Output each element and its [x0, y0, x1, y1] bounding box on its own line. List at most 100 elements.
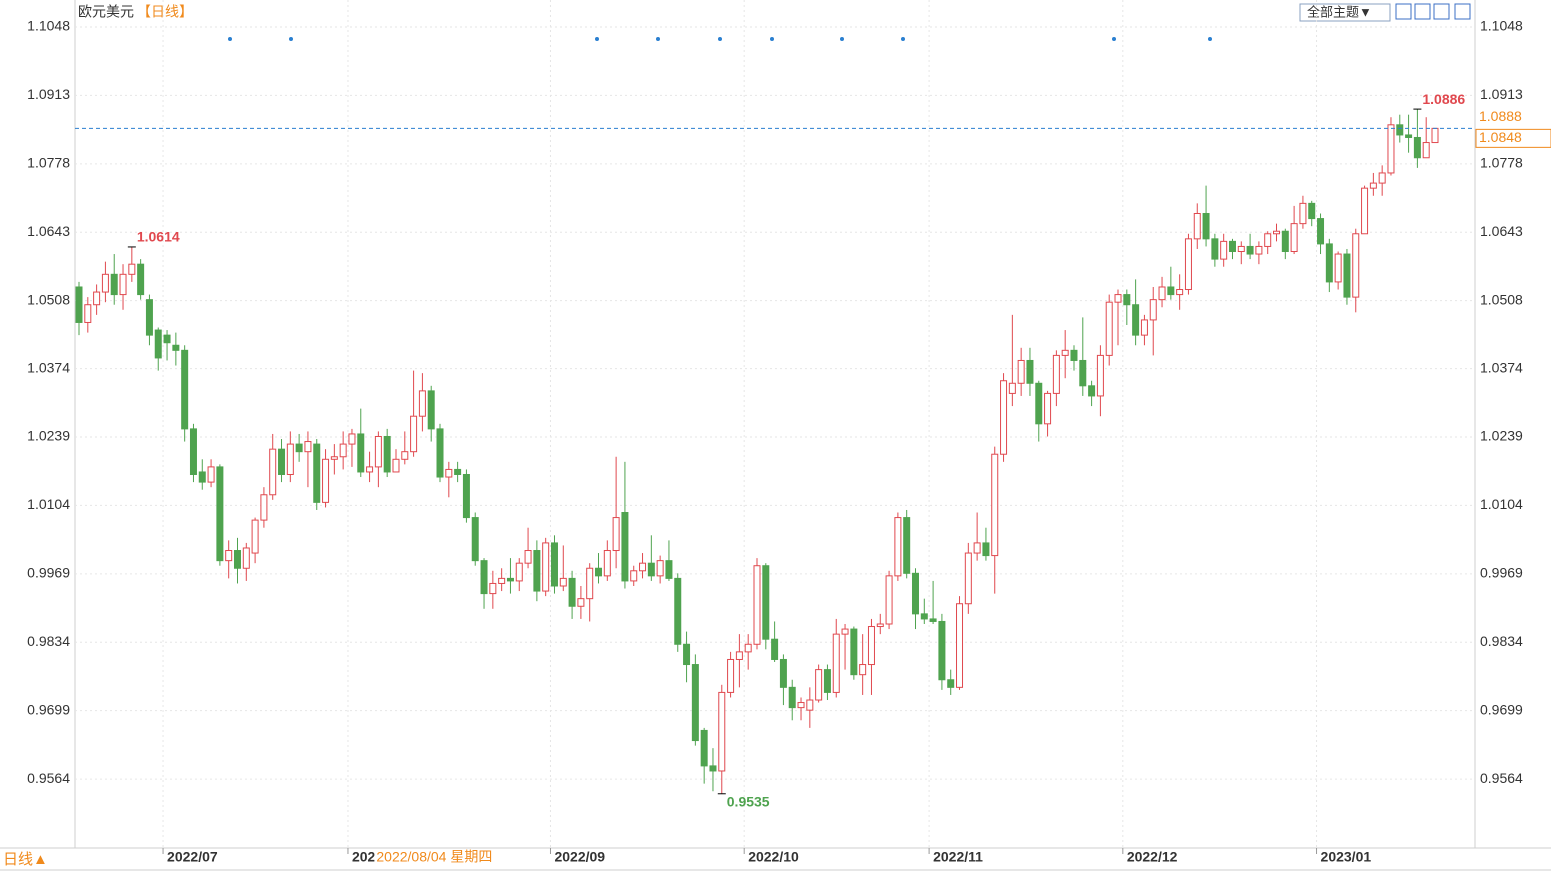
y-tick-label: 0.9699	[27, 701, 70, 717]
price-label: 1.0848	[1479, 129, 1522, 145]
y2-tick-label: 0.9834	[1480, 633, 1523, 649]
candle-body	[383, 435, 391, 473]
y2-tick-label: 1.0778	[1480, 155, 1523, 171]
y-tick-label: 0.9969	[27, 565, 70, 581]
candle-body	[366, 466, 374, 473]
candle-body	[251, 519, 259, 554]
candle-body	[1396, 124, 1404, 136]
candle-body	[489, 582, 497, 595]
x-tick-label: 2022/11	[933, 849, 983, 865]
candle-body	[1008, 382, 1016, 394]
candle-body	[903, 517, 911, 574]
candle-body	[947, 679, 955, 688]
candle-body	[154, 329, 162, 359]
candle-body	[674, 577, 682, 645]
candle-body	[1088, 385, 1096, 397]
candle-body	[797, 702, 805, 709]
y2-tick-label: 0.9969	[1480, 565, 1523, 581]
extreme-label: 1.0614	[137, 229, 180, 245]
candle-body	[1052, 354, 1060, 394]
period-label: 【日线】	[137, 4, 193, 20]
candle-body	[1026, 359, 1034, 384]
x-tick-label: 2022/09	[554, 849, 605, 865]
y2-tick-label: 1.1048	[1480, 18, 1523, 34]
candle-body	[207, 466, 215, 483]
candle-body	[630, 570, 638, 582]
candle-body	[1317, 218, 1325, 245]
candle-body	[304, 441, 312, 453]
candle-body	[1149, 299, 1157, 321]
candle-body	[559, 577, 567, 587]
candle-body	[885, 575, 893, 625]
candle-body	[542, 542, 550, 592]
candle-body	[603, 550, 611, 577]
candle-body	[762, 565, 770, 640]
candle-body	[1405, 134, 1413, 138]
toolbar-icons[interactable]	[1395, 3, 1471, 20]
candle-body	[1334, 253, 1342, 283]
candle-body	[788, 686, 796, 709]
candle-body	[1299, 202, 1307, 225]
candle-body	[956, 603, 964, 688]
candle-body	[445, 468, 453, 478]
candle-body	[1273, 230, 1281, 235]
candle-body	[1184, 238, 1192, 291]
candle-body	[1255, 245, 1263, 255]
candle-body	[278, 448, 286, 475]
candle-body	[1114, 294, 1122, 303]
candle-body	[1202, 212, 1210, 240]
candle-body	[806, 699, 814, 711]
candle-body	[691, 664, 699, 742]
candle-body	[621, 512, 629, 582]
candle-body	[374, 435, 382, 468]
x-tick-label: 2023/01	[1321, 849, 1372, 865]
y2-tick-label: 1.0913	[1480, 86, 1523, 102]
candle-body	[1237, 245, 1245, 253]
theme-button[interactable]: 全部主题▼	[1307, 4, 1372, 19]
candle-body	[110, 273, 118, 296]
candle-body	[225, 550, 233, 562]
candle-body	[753, 565, 761, 645]
candle-body	[436, 428, 444, 478]
candle-body	[339, 443, 347, 458]
candle-body	[189, 428, 197, 475]
candle-body	[1361, 187, 1369, 235]
x-tick-label: 2022/12	[1127, 849, 1178, 865]
theme-button-box[interactable]	[1299, 3, 1391, 22]
y2-tick-label: 1.0104	[1480, 496, 1523, 512]
candle-body	[991, 453, 999, 557]
y2-tick-label: 1.0239	[1480, 428, 1523, 444]
candle-body	[1352, 233, 1360, 298]
candle-body	[418, 390, 426, 417]
y2-tick-label: 0.9699	[1480, 701, 1523, 717]
candle-body	[119, 273, 127, 296]
candle-body	[964, 552, 972, 605]
candle-body	[269, 448, 277, 496]
candle-body	[1264, 233, 1272, 247]
candle-body	[647, 562, 655, 577]
candle-body	[286, 443, 294, 475]
candle-body	[1246, 245, 1254, 255]
extreme-label: 0.9535	[727, 793, 770, 809]
candle-body	[815, 669, 823, 701]
candle-body	[771, 638, 779, 660]
candle-body	[1035, 382, 1043, 425]
candle-body	[1000, 380, 1008, 455]
period-button[interactable]: 日线▲	[3, 851, 48, 868]
candle-body	[1096, 354, 1104, 397]
candle-body	[841, 628, 849, 635]
candle-body	[867, 626, 875, 666]
y-tick-label: 1.0778	[27, 155, 70, 171]
candle-body	[779, 658, 787, 688]
candle-body	[973, 542, 981, 554]
candle-body	[595, 567, 603, 577]
candle-body	[295, 443, 303, 453]
y2-tick-label: 1.0374	[1480, 359, 1523, 375]
candle-body	[1387, 124, 1395, 174]
candle-body	[462, 473, 470, 519]
candle-body	[1211, 238, 1219, 260]
crosshair-box	[374, 849, 513, 869]
chart-title: 欧元美元	[78, 4, 134, 20]
x-tick-label: 2022/07	[167, 849, 218, 865]
